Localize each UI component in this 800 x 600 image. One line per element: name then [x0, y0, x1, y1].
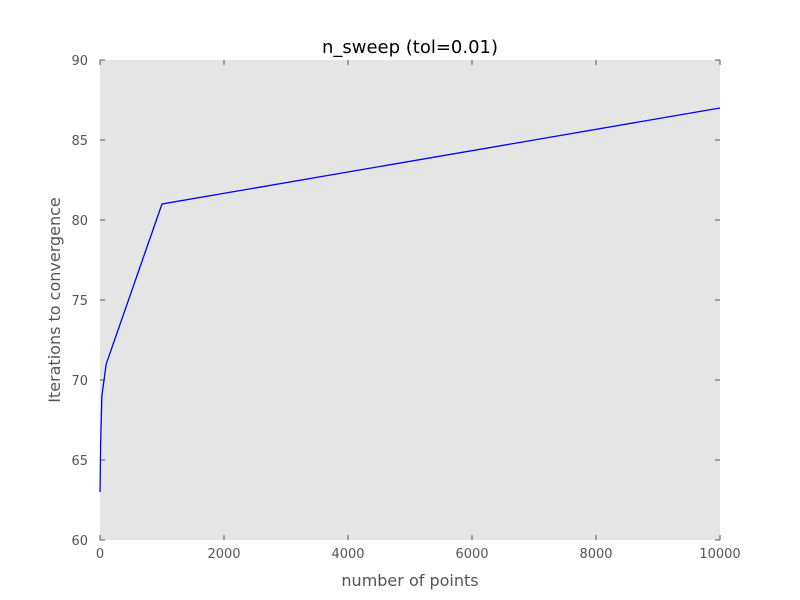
plot-area [100, 60, 720, 540]
x-axis-label: number of points [341, 571, 478, 590]
y-tick-label: 70 [71, 374, 88, 389]
y-tick-label: 60 [71, 534, 88, 549]
x-tick-label: 6000 [455, 547, 488, 562]
x-tick-label: 4000 [331, 547, 364, 562]
series-layer [99, 107, 721, 493]
y-axis-label: Iterations to convergence [45, 197, 64, 403]
tick-labels: 0 2000 4000 6000 8000 10000 60 65 70 75 80 85 90 [71, 54, 740, 562]
y-tick-label: 80 [71, 214, 88, 229]
y-tick-label: 75 [71, 294, 88, 309]
x-tick-label: 0 [96, 547, 104, 562]
x-tick-label: 8000 [579, 547, 612, 562]
series-line [99, 107, 721, 493]
y-tick-label: 85 [71, 134, 88, 149]
y-tick-label: 65 [71, 454, 88, 469]
chart-title: n_sweep (tol=0.01) [322, 37, 498, 58]
x-tick-label: 10000 [699, 547, 740, 562]
y-tick-label: 90 [71, 54, 88, 69]
x-tick-label: 2000 [207, 547, 240, 562]
ticks [99, 59, 721, 541]
